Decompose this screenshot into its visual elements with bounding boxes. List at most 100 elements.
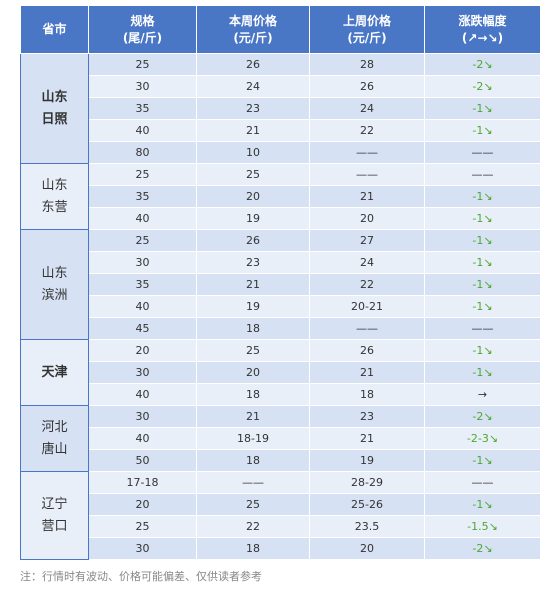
cell: 40 bbox=[88, 383, 197, 406]
cell: 35 bbox=[88, 97, 197, 120]
cell: 24 bbox=[309, 97, 425, 120]
cell: 20 bbox=[196, 185, 310, 208]
change-cell: -2↘ bbox=[424, 537, 541, 560]
cell: —— bbox=[309, 141, 425, 164]
change-cell: -1↘ bbox=[424, 251, 541, 274]
province-line: 山东 bbox=[41, 265, 68, 281]
change-cell: -1↘ bbox=[424, 295, 541, 318]
cell: 20 bbox=[309, 537, 425, 560]
cell: 25 bbox=[88, 163, 197, 186]
province-line: 滨洲 bbox=[41, 287, 68, 303]
change-cell: -1↘ bbox=[424, 339, 541, 362]
cell: 19 bbox=[196, 207, 310, 230]
table-row: 辽宁 营口 17-18 —— 28-29 —— bbox=[20, 471, 541, 560]
table-row: 30 23 24 -1↘ bbox=[21, 251, 541, 274]
cell: 20 bbox=[196, 361, 310, 384]
change-cell: -2↘ bbox=[424, 53, 541, 76]
province-cell: 山东 东营 bbox=[20, 163, 89, 230]
header-line: 上周价格 bbox=[342, 13, 391, 28]
table-row: 80 10 —— —— bbox=[21, 141, 541, 164]
cell: 23 bbox=[196, 97, 310, 120]
province-line: 营口 bbox=[41, 518, 68, 534]
cell: 17-18 bbox=[88, 471, 197, 494]
table-row: 35 23 24 -1↘ bbox=[21, 97, 541, 120]
cell: 25 bbox=[88, 53, 197, 76]
table-row: 40 19 20-21 -1↘ bbox=[21, 295, 541, 318]
cell: 50 bbox=[88, 449, 197, 472]
header-line: 规格 bbox=[130, 13, 155, 28]
cell: 21 bbox=[309, 361, 425, 384]
cell: 26 bbox=[309, 339, 425, 362]
cell: 80 bbox=[88, 141, 197, 164]
province-line: 山东 bbox=[41, 177, 68, 193]
cell: 25 bbox=[88, 515, 197, 538]
cell: 10 bbox=[196, 141, 310, 164]
cell: 20 bbox=[88, 493, 197, 516]
cell: 40 bbox=[88, 207, 197, 230]
change-cell: -1↘ bbox=[424, 207, 541, 230]
cell: 19 bbox=[309, 449, 425, 472]
cell: 25 bbox=[196, 493, 310, 516]
cell: 18 bbox=[196, 537, 310, 560]
change-cell: → bbox=[424, 383, 541, 406]
table-row: 山东 滨洲 25 26 27 -1↘ bbox=[20, 229, 541, 340]
cell: 25-26 bbox=[309, 493, 425, 516]
cell: 21 bbox=[309, 185, 425, 208]
table-row: 山东日照 25 26 28 -2↘ bbox=[20, 53, 541, 164]
cell: 20 bbox=[88, 339, 197, 362]
table-row: 50 18 19 -1↘ bbox=[21, 449, 541, 472]
table-row: 40 21 22 -1↘ bbox=[21, 119, 541, 142]
cell: 23 bbox=[309, 405, 425, 428]
change-cell: —— bbox=[424, 471, 541, 494]
cell: 26 bbox=[196, 53, 310, 76]
cell: 22 bbox=[196, 515, 310, 538]
header-line: (↗→↘) bbox=[461, 30, 504, 45]
cell: 23.5 bbox=[309, 515, 425, 538]
table-row: 40 18 18 → bbox=[21, 383, 541, 406]
change-cell: -1.5↘ bbox=[424, 515, 541, 538]
province-cell: 山东 滨洲 bbox=[20, 229, 89, 340]
province-line: 日照 bbox=[41, 111, 68, 127]
cell: 30 bbox=[88, 75, 197, 98]
cell: 35 bbox=[88, 185, 197, 208]
province-cell: 辽宁 营口 bbox=[20, 471, 89, 560]
header-line: (元/斤) bbox=[233, 30, 273, 45]
header-line: 省市 bbox=[42, 22, 67, 36]
cell: 27 bbox=[309, 229, 425, 252]
cell: 18 bbox=[196, 317, 310, 340]
cell: —— bbox=[309, 163, 425, 186]
change-cell: -1↘ bbox=[424, 449, 541, 472]
header-line: 涨跌幅度 bbox=[458, 13, 507, 28]
header-cell: 规格 (尾/斤) bbox=[88, 5, 197, 54]
table-row: 35 21 22 -1↘ bbox=[21, 273, 541, 296]
table-row: 山东 东营 25 25 —— —— bbox=[20, 163, 541, 230]
province-line: 山东 bbox=[41, 89, 68, 105]
cell: 25 bbox=[196, 339, 310, 362]
table-row: 30 20 21 -1↘ bbox=[21, 361, 541, 384]
cell: 22 bbox=[309, 119, 425, 142]
cell: 25 bbox=[196, 163, 310, 186]
change-cell: -1↘ bbox=[424, 493, 541, 516]
cell: 28-29 bbox=[309, 471, 425, 494]
cell: 28 bbox=[309, 53, 425, 76]
cell: 21 bbox=[309, 427, 425, 450]
province-line: 天津 bbox=[41, 364, 68, 380]
table-row: 天津 20 25 26 -1↘ bbox=[20, 339, 541, 406]
price-table-wrap: 省市 规格 (尾/斤) 本周价格 (元/斤) 上周价格 (元/斤) 涨跌幅度 (↗→↘) 山东 日照… bbox=[20, 5, 541, 560]
cell: 24 bbox=[196, 75, 310, 98]
province-line: 辽宁 bbox=[41, 496, 68, 512]
change-cell: -1↘ bbox=[424, 273, 541, 296]
province-line: 河北 bbox=[41, 419, 68, 435]
change-cell: —— bbox=[424, 317, 541, 340]
cell: 18 bbox=[196, 449, 310, 472]
change-cell: -2↘ bbox=[424, 405, 541, 428]
province-cell: 天津 bbox=[20, 339, 89, 406]
table-row: 25 22 23.5 -1.5↘ bbox=[21, 515, 541, 538]
cell: 24 bbox=[309, 251, 425, 274]
cell: 23 bbox=[196, 251, 310, 274]
cell: 30 bbox=[88, 405, 197, 428]
cell: 40 bbox=[88, 295, 197, 318]
table-row: 35 20 21 -1↘ bbox=[21, 185, 541, 208]
header-cell: 涨跌幅度 (↗→↘) bbox=[424, 5, 541, 54]
